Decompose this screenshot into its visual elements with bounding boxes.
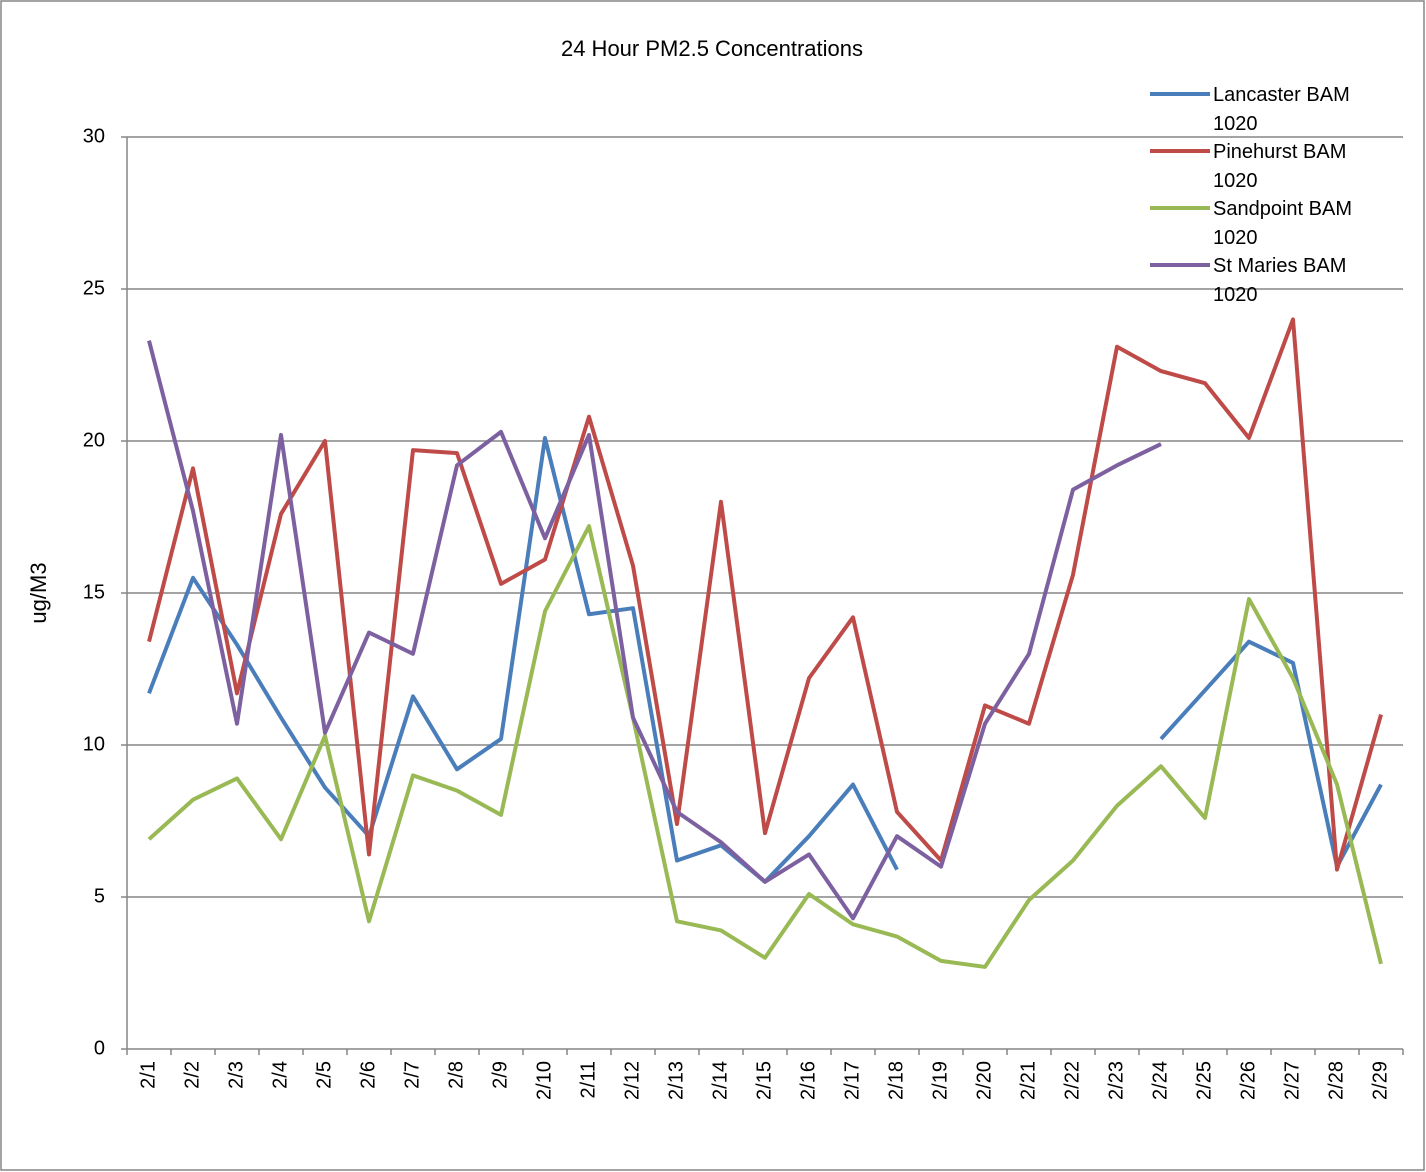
y-tick-label: 10 [83,733,105,755]
x-tick-label: 2/16 [797,1061,819,1100]
y-tick-label: 25 [83,277,105,299]
x-tick-label: 2/9 [489,1061,511,1089]
x-tick-label: 2/27 [1281,1061,1303,1100]
series-line [147,340,1162,921]
y-tick-label: 0 [94,1037,105,1059]
x-tick-label: 2/26 [1237,1061,1259,1100]
x-tick-label: 2/29 [1369,1061,1391,1100]
x-tick-label: 2/10 [533,1061,555,1100]
legend-label: St Maries BAM 1020 [1213,255,1347,306]
x-tick-label: 2/12 [621,1061,643,1100]
y-tick-label: 30 [83,125,105,147]
legend-label: Lancaster BAM 1020 [1213,84,1350,135]
x-tick-label: 2/19 [929,1061,951,1100]
y-axis-label: ug/M3 [26,562,51,623]
x-tick-label: 2/3 [225,1061,247,1089]
x-tick-label: 2/13 [665,1061,687,1100]
legend-label: Sandpoint BAM 1020 [1213,198,1352,249]
x-tick-label: 2/17 [841,1061,863,1100]
x-tick-label: 2/28 [1325,1061,1347,1100]
x-tick-label: 2/1 [137,1061,159,1089]
legend-label: Pinehurst BAM 1020 [1213,141,1347,192]
x-tick-label: 2/14 [709,1061,731,1100]
x-tick-label: 2/22 [1061,1061,1083,1100]
y-tick-label: 5 [94,885,105,907]
x-tick-label: 2/4 [269,1061,291,1089]
x-tick-label: 2/25 [1193,1061,1215,1100]
x-tick-label: 2/23 [1105,1061,1127,1100]
x-tick-label: 2/7 [401,1061,423,1089]
series-line [147,524,1383,969]
x-tick-label: 2/24 [1149,1061,1171,1100]
series-line [147,435,1383,884]
x-tick-label: 2/15 [753,1061,775,1100]
series-line [147,317,1383,872]
x-tick-label: 2/18 [885,1061,907,1100]
x-tick-label: 2/8 [445,1061,467,1089]
x-tick-label: 2/20 [973,1061,995,1100]
x-tick-label: 2/2 [181,1061,203,1089]
y-tick-label: 20 [83,429,105,451]
y-tick-label: 15 [83,581,105,603]
chart-title: 24 Hour PM2.5 Concentrations [561,36,863,61]
x-tick-label: 2/5 [313,1061,335,1089]
x-tick-label: 2/6 [357,1061,379,1089]
x-tick-label: 2/11 [577,1061,599,1098]
x-tick-label: 2/21 [1017,1061,1039,1100]
